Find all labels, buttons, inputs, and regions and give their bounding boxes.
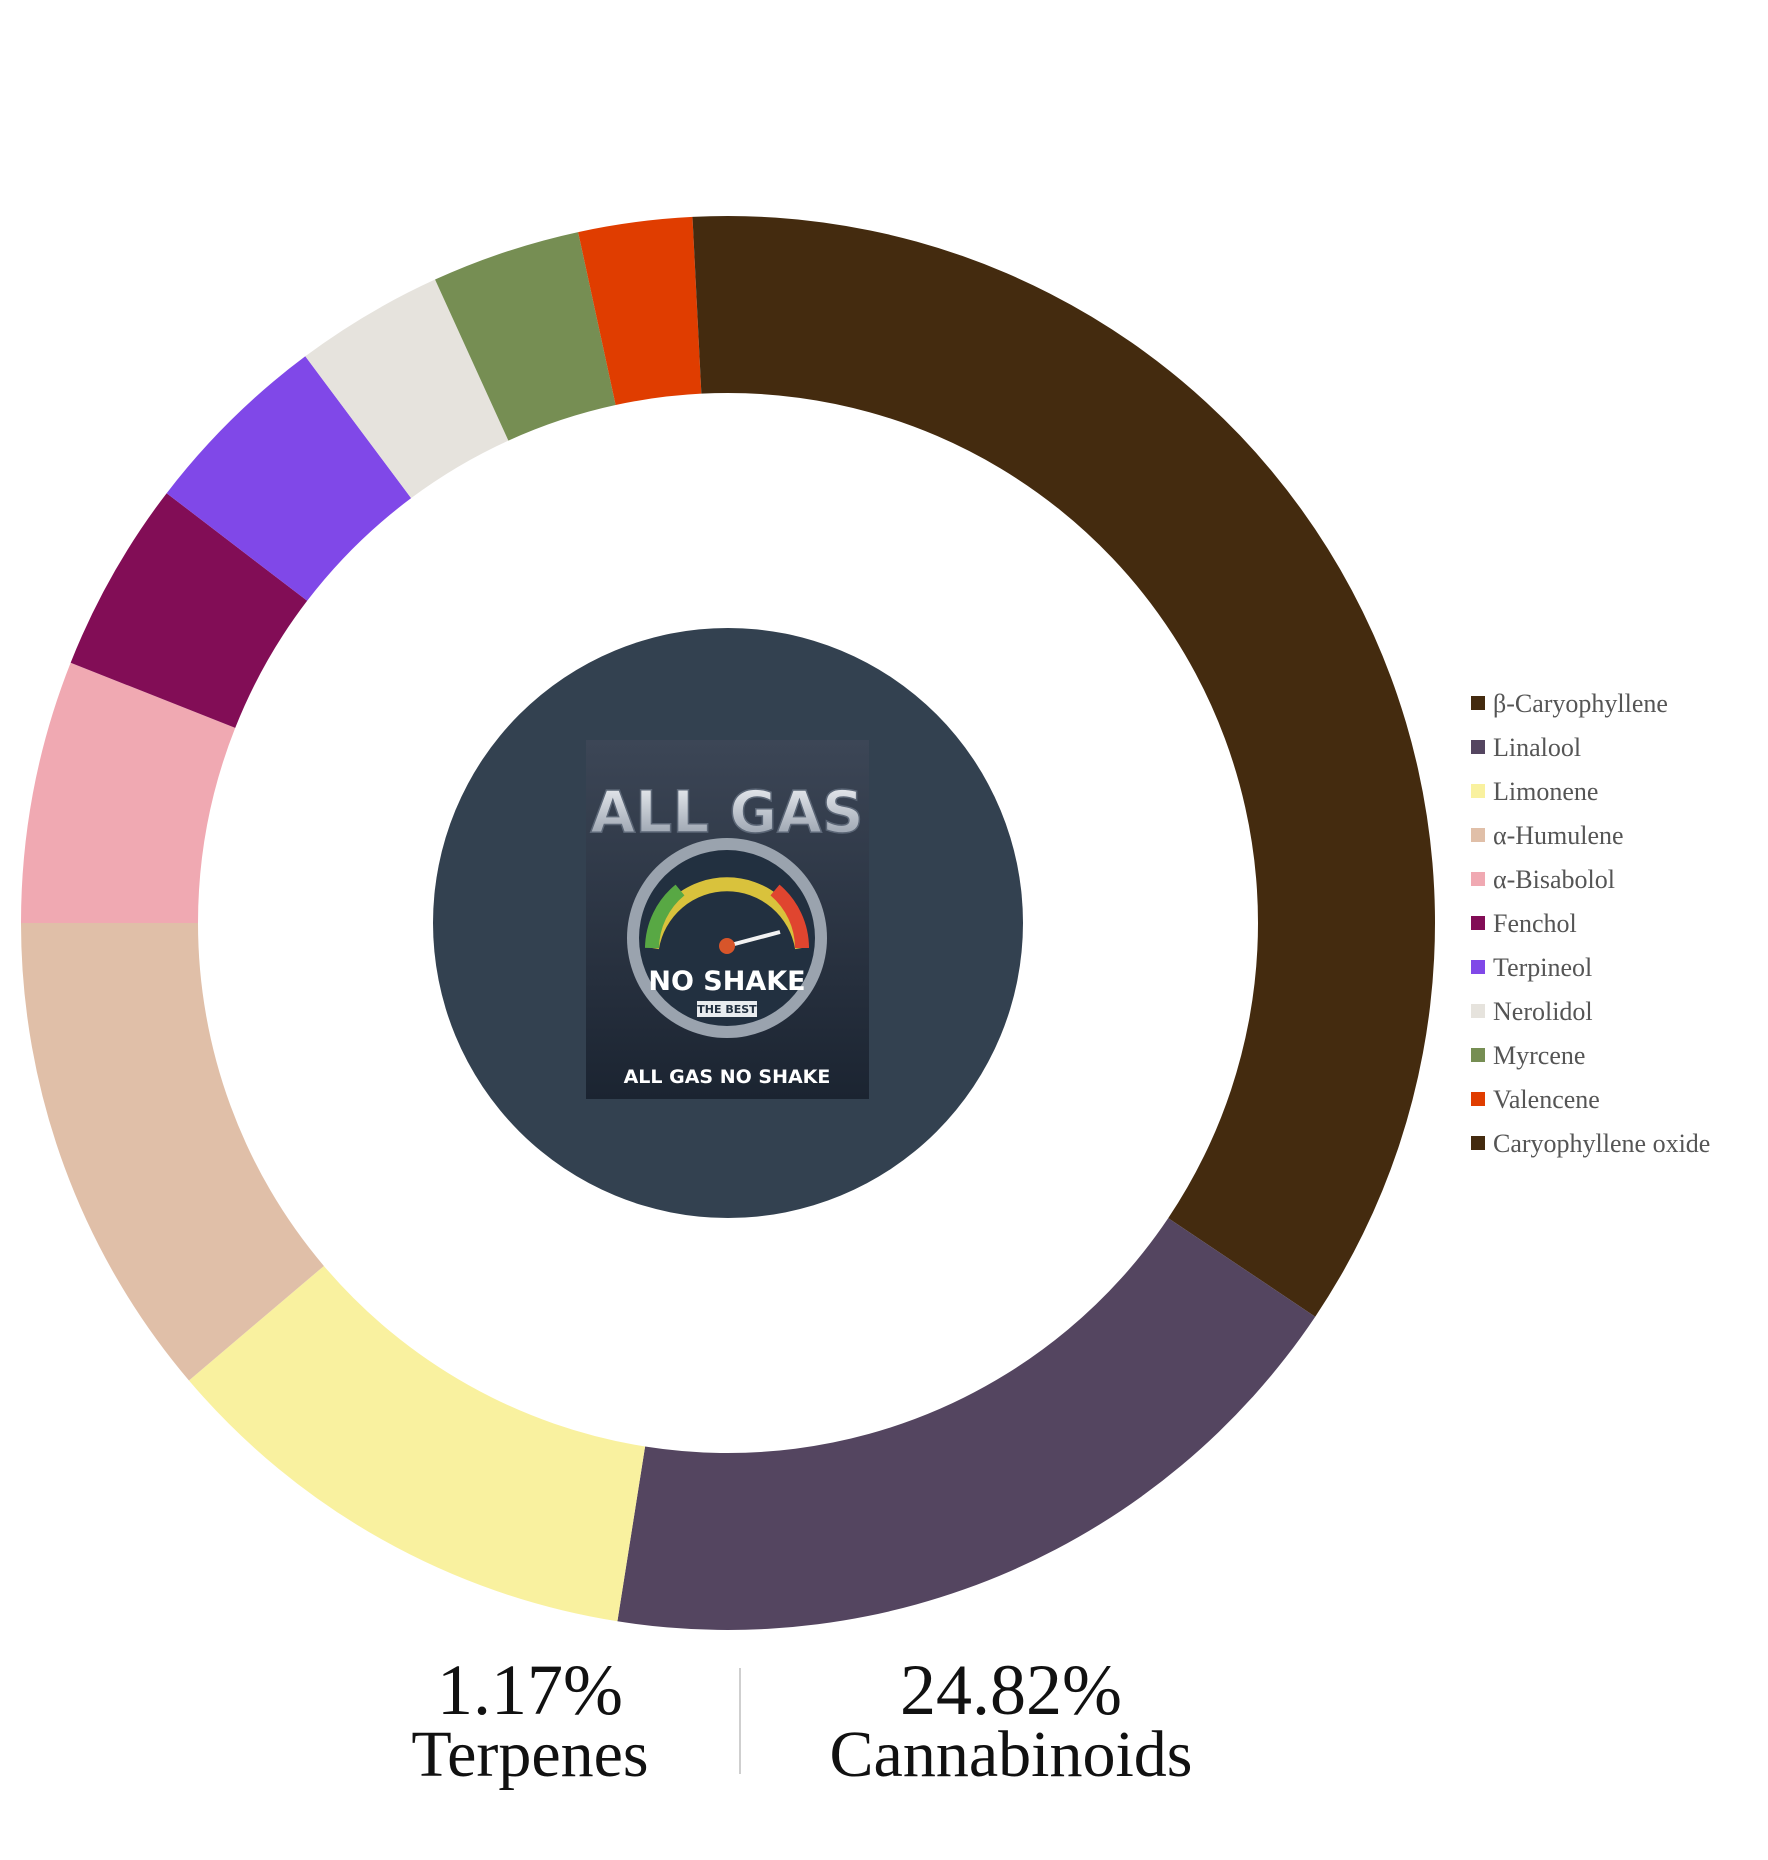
legend-swatch: [1471, 1136, 1485, 1150]
stat-label: Cannabinoids: [830, 1718, 1193, 1791]
legend-swatch: [1471, 1004, 1485, 1018]
legend-label: Limonene: [1493, 777, 1598, 806]
legend-swatch: [1471, 784, 1485, 798]
logo-title: ALL GAS: [590, 778, 863, 846]
legend-label: Terpineol: [1493, 953, 1592, 982]
legend-label: Valencene: [1493, 1085, 1600, 1114]
legend-swatch: [1471, 1048, 1485, 1062]
stat-value: 1.17%: [437, 1650, 623, 1730]
donut-segment: [578, 216, 702, 406]
legend-label: Nerolidol: [1493, 997, 1593, 1026]
donut-segment: [692, 216, 728, 394]
legend-swatch: [1471, 960, 1485, 974]
legend-swatch: [1471, 828, 1485, 842]
legend-label: Myrcene: [1493, 1041, 1585, 1070]
legend-label: α-Humulene: [1493, 821, 1624, 850]
badge-bg: [697, 1001, 757, 1017]
gauge-needle: [726, 930, 781, 948]
legend-label: Caryophyllene oxide: [1493, 1129, 1710, 1158]
legend-swatch: [1471, 872, 1485, 886]
logo-caption: ALL GAS NO SHAKE: [624, 1066, 831, 1088]
stat-value: 24.82%: [900, 1650, 1122, 1730]
gauge-scale-red: [770, 884, 809, 949]
donut-segment: [70, 493, 308, 728]
stats: 1.17%Terpenes 24.82%Cannabinoids: [411, 1650, 1192, 1791]
donut: [20, 216, 1436, 1630]
legend-swatch: [1471, 696, 1485, 710]
donut-segment: [435, 232, 616, 441]
legend-swatch: [1471, 1092, 1485, 1106]
donut-segment: [21, 662, 236, 923]
legend-label: β-Caryophyllene: [1493, 689, 1668, 718]
gauge-scale-green: [645, 884, 685, 949]
legend: β-Caryophyllene Linalool Limonene α-Humulen…: [1471, 689, 1710, 1158]
donut-segment: [728, 216, 1436, 1317]
logo: ALL GAS NO SHAKE THE BEST ALL GAS NO SHA…: [586, 740, 869, 1099]
donut-segment: [166, 356, 412, 601]
stat-label: Terpenes: [411, 1718, 648, 1791]
legend-label: Linalool: [1493, 733, 1581, 762]
legend-swatch: [1471, 740, 1485, 754]
legend-label: Fenchol: [1493, 909, 1577, 938]
legend-label: α-Bisabolol: [1493, 865, 1615, 894]
donut-segment: [305, 279, 509, 499]
donut-segment: [20, 923, 324, 1381]
legend-swatch: [1471, 916, 1485, 930]
logo-badge: THE BEST: [697, 1003, 757, 1016]
donut-segment: [188, 1265, 646, 1622]
gauge-hub: [719, 938, 735, 954]
logo-subtitle: NO SHAKE: [648, 966, 805, 997]
donut-segment: [617, 1218, 1316, 1630]
